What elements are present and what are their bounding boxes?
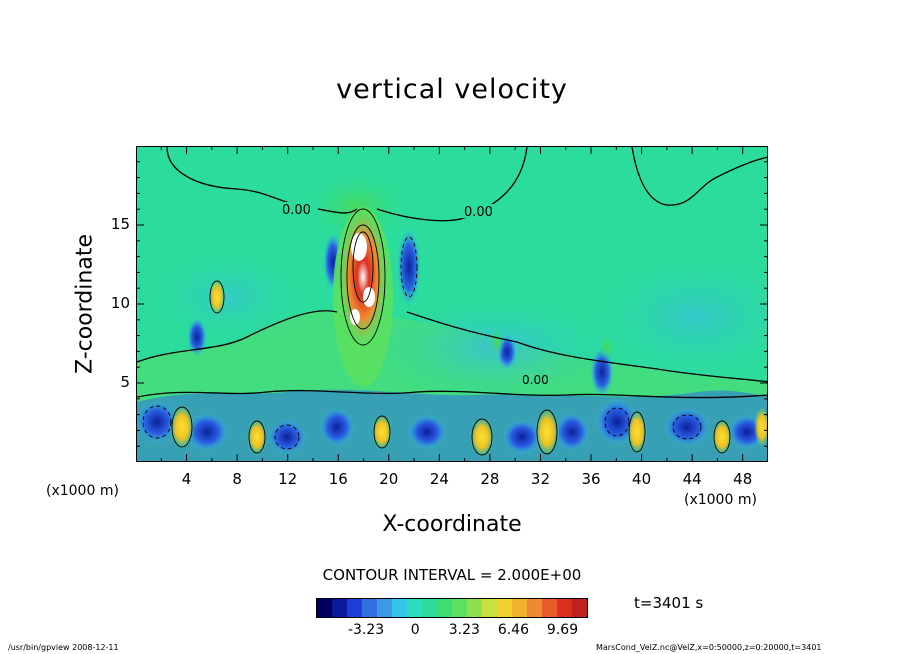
colorbar-step	[437, 599, 453, 617]
colorbar-tick-label: 3.23	[448, 622, 480, 638]
contour-label-3: 0.00	[522, 373, 549, 387]
colorbar-step	[407, 599, 423, 617]
colorbar-step	[377, 599, 393, 617]
colorbar-tick-label: -3.23	[347, 622, 385, 638]
x-tick-label: 44	[682, 470, 702, 488]
x-tick-label: 8	[232, 470, 242, 488]
x-tick-label: 32	[530, 470, 551, 488]
colorbar-step	[527, 599, 543, 617]
contour-label-1: 0.00	[282, 203, 311, 218]
colorbar-step	[482, 599, 498, 617]
footer-right: MarsCond_VelZ.nc@VelZ,x=0:50000,z=0:2000…	[596, 643, 822, 652]
colorbar-step	[422, 599, 438, 617]
x-tick-label: 12	[278, 470, 298, 488]
colorbar	[316, 598, 588, 618]
colorbar-tick-label: 9.69	[546, 622, 579, 638]
y-tick-label: 10	[110, 294, 130, 312]
colorbar-tick-label: 0	[410, 622, 420, 638]
colorbar-step	[392, 599, 408, 617]
y-tick-label: 5	[120, 373, 130, 391]
colorbar-tick-label: 6.46	[497, 622, 529, 638]
cell-contours	[142, 208, 731, 456]
colorbar-step	[362, 599, 378, 617]
x-axis-unit-left: (x1000 m)	[46, 483, 119, 499]
y-axis-label: Z-coordinate	[72, 234, 98, 374]
contour-label-2: 0.00	[464, 205, 493, 220]
x-tick-label: 4	[181, 470, 192, 488]
x-axis-unit-right: (x1000 m)	[684, 492, 757, 508]
colorbar-step	[317, 599, 333, 617]
colorbar-step	[572, 599, 587, 617]
time-label: t=3401 s	[634, 594, 704, 612]
colorbar-step	[467, 599, 483, 617]
x-tick-label: 28	[480, 470, 500, 488]
colorbar-step	[542, 599, 558, 617]
x-axis-label: X-coordinate	[382, 512, 522, 537]
footer-left: /usr/bin/gpview 2008-12-11	[8, 643, 119, 652]
colorbar-step	[512, 599, 528, 617]
plot-area: 0.00 0.00 0.00	[136, 146, 768, 462]
x-tick-label: 36	[581, 470, 601, 488]
colorbar-step	[497, 599, 513, 617]
colorbar-step	[452, 599, 468, 617]
x-tick-label: 24	[429, 470, 449, 488]
x-tick-label: 20	[379, 470, 399, 488]
x-tick-label: 40	[632, 470, 652, 488]
positive-cells	[170, 279, 767, 457]
x-tick-label: 48	[733, 470, 753, 488]
y-tick-label: 15	[110, 215, 130, 233]
colorbar-step	[557, 599, 573, 617]
colorbar-step	[347, 599, 363, 617]
colorbar-step	[332, 599, 348, 617]
colorbar-gradient	[317, 599, 587, 617]
velocity-field: 0.00 0.00 0.00	[137, 147, 767, 461]
x-tick-label: 16	[328, 470, 348, 488]
chart-title: vertical velocity	[336, 74, 568, 105]
contour-interval-label: CONTOUR INTERVAL = 2.000E+00	[322, 566, 582, 584]
